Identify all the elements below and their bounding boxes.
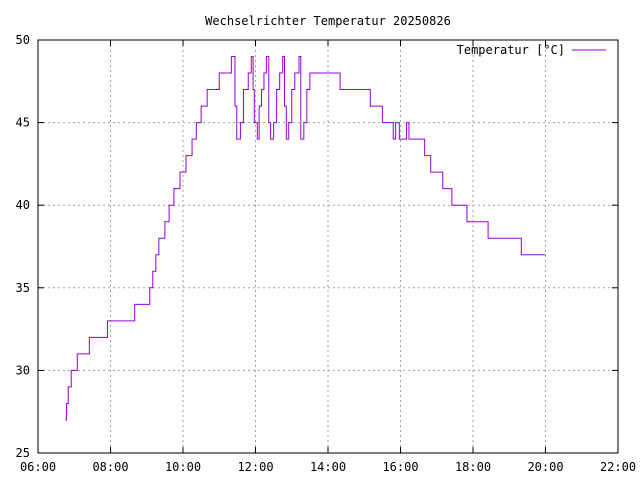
y-tick-label: 35 — [16, 281, 30, 295]
x-axis-labels: 06:00 08:00 10:00 12:00 14:00 16:00 18:00 20:00… — [20, 460, 636, 474]
y-tick-label: 25 — [16, 446, 30, 460]
grid — [38, 40, 618, 453]
chart-title: Wechselrichter Temperatur 20250826 — [205, 14, 451, 28]
y-tick-label: 30 — [16, 363, 30, 377]
x-tick-label: 06:00 — [20, 460, 56, 474]
legend: Temperatur [°C] — [457, 43, 606, 57]
series-layer — [65, 56, 546, 421]
x-tick-label: 16:00 — [382, 460, 418, 474]
x-tick-label: 18:00 — [455, 460, 491, 474]
x-tick-label: 12:00 — [237, 460, 273, 474]
x-tick-label: 22:00 — [600, 460, 636, 474]
x-tick-label: 10:00 — [165, 460, 201, 474]
temperature-series-line — [65, 56, 546, 421]
y-tick-label: 45 — [16, 116, 30, 130]
x-tick-label: 08:00 — [92, 460, 128, 474]
y-axis-labels: 25 30 35 40 45 50 — [16, 33, 30, 460]
y-tick-label: 50 — [16, 33, 30, 47]
x-tick-label: 14:00 — [310, 460, 346, 474]
y-tick-label: 40 — [16, 198, 30, 212]
plot-border — [37, 39, 619, 454]
legend-label: Temperatur [°C] — [457, 43, 565, 57]
x-tick-label: 20:00 — [527, 460, 563, 474]
